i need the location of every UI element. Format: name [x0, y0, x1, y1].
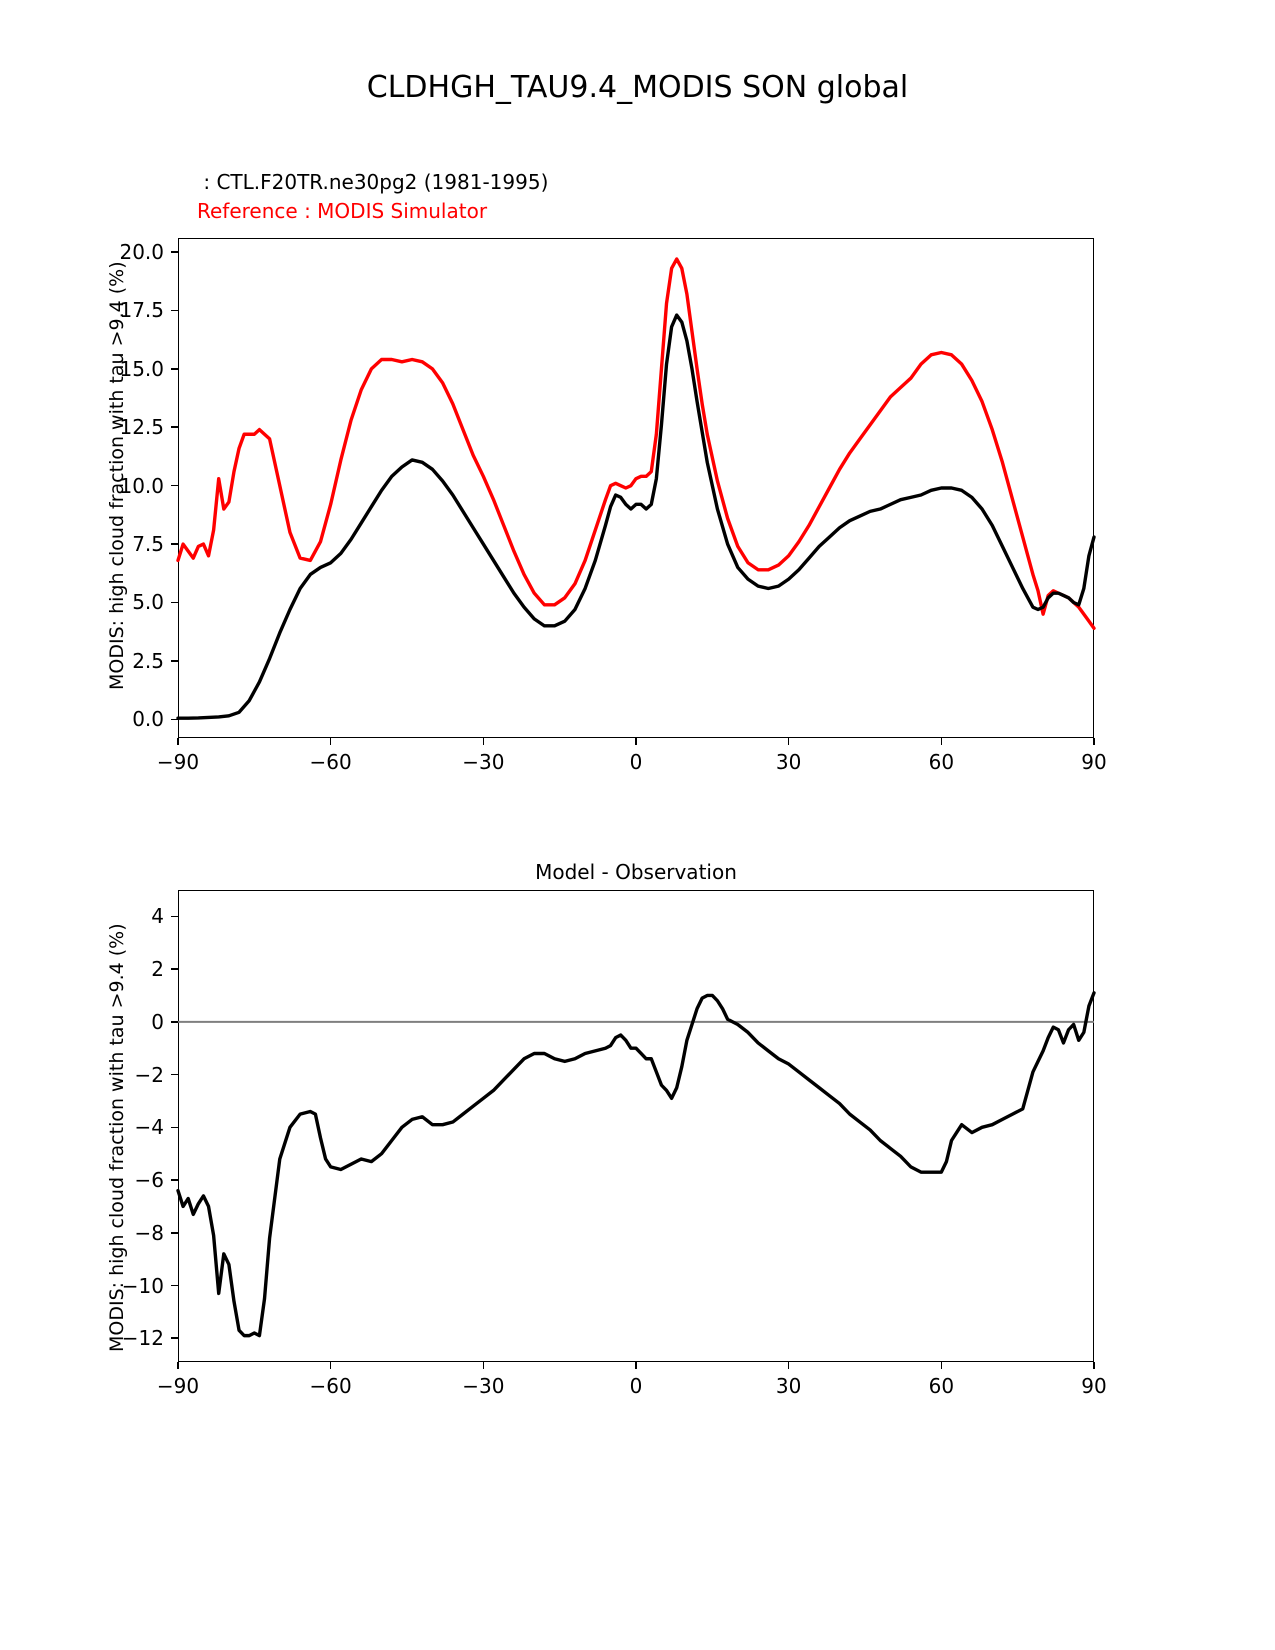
page-title: CLDHGH_TAU9.4_MODIS SON global: [366, 70, 909, 105]
x-tick-mark: [1093, 738, 1095, 745]
y-tick-label: 10.0: [119, 473, 164, 498]
x-tick-label: 90: [1081, 750, 1107, 774]
y-tick-label: 20.0: [119, 240, 164, 265]
y-tick-mark: [171, 915, 178, 918]
y-tick-label: 2.5: [132, 648, 164, 673]
x-tick-mark: [177, 738, 179, 745]
series-line-1: [176, 313, 1096, 720]
x-tick-mark: [482, 738, 485, 745]
x-tick-mark: [482, 1362, 485, 1369]
y-tick-mark: [171, 660, 178, 662]
x-tick-label: −30: [462, 1374, 505, 1398]
y-tick-label: 0.0: [132, 707, 164, 732]
y-tick-label: 2: [151, 957, 164, 982]
x-tick-label: −60: [309, 1374, 352, 1398]
top-series-layer: [176, 257, 1096, 720]
x-tick-mark: [787, 1362, 790, 1369]
y-tick-label: −2: [134, 1062, 164, 1087]
x-tick-label: −90: [156, 750, 200, 774]
y-tick-mark: [171, 1337, 178, 1340]
x-tick-label: 0: [629, 1374, 643, 1398]
y-tick-label: 5.0: [132, 590, 164, 615]
bottom-plot-area: [178, 890, 1094, 1362]
x-tick-label: 90: [1081, 1374, 1107, 1398]
y-tick-mark: [171, 426, 178, 429]
series-line-0: [176, 991, 1096, 1338]
y-tick-label: 12.5: [119, 415, 164, 440]
series-line-0: [176, 257, 1096, 630]
y-tick-label: 17.5: [119, 298, 164, 323]
x-tick-label: 60: [928, 1374, 955, 1398]
y-tick-label: 4: [151, 904, 164, 929]
y-tick-mark: [171, 601, 178, 604]
y-tick-mark: [171, 1284, 178, 1287]
y-tick-label: −10: [121, 1273, 164, 1298]
y-tick-mark: [171, 718, 178, 721]
x-tick-label: 30: [775, 750, 802, 774]
y-tick-mark: [171, 1231, 178, 1234]
y-tick-label: −6: [134, 1168, 164, 1193]
x-tick-mark: [940, 1362, 943, 1369]
x-tick-label: −60: [309, 750, 352, 774]
y-tick-mark: [171, 1126, 178, 1129]
x-tick-mark: [1093, 1362, 1095, 1369]
x-tick-mark: [329, 738, 332, 745]
x-tick-mark: [329, 1362, 332, 1369]
x-tick-label: 60: [928, 750, 955, 774]
y-tick-mark: [171, 309, 178, 312]
y-tick-label: 15.0: [119, 356, 164, 381]
x-tick-label: −30: [462, 750, 505, 774]
x-tick-label: 30: [775, 1374, 802, 1398]
x-tick-label: −90: [156, 1374, 200, 1398]
legend-entry-reference: Reference : MODIS Simulator: [197, 199, 488, 223]
x-tick-mark: [635, 738, 637, 745]
y-tick-mark: [171, 484, 178, 487]
y-tick-label: −12: [121, 1326, 164, 1351]
x-tick-mark: [940, 738, 943, 745]
y-tick-label: 7.5: [132, 532, 164, 557]
y-tick-mark: [171, 368, 178, 370]
x-tick-label: 0: [629, 750, 643, 774]
legend-entry-model: : CTL.F20TR.ne30pg2 (1981-1995): [197, 170, 549, 194]
y-tick-mark: [171, 543, 178, 545]
top-panel: MODIS: high cloud fraction with tau >9.4…: [0, 0, 1275, 800]
y-tick-mark: [171, 968, 178, 970]
legend: : CTL.F20TR.ne30pg2 (1981-1995) Referenc…: [197, 168, 548, 226]
x-tick-mark: [177, 1362, 179, 1369]
x-tick-mark: [787, 738, 790, 745]
bottom-panel-title: Model - Observation: [535, 860, 737, 884]
y-tick-mark: [171, 251, 178, 253]
y-tick-label: −8: [134, 1220, 164, 1245]
x-tick-mark: [635, 1362, 637, 1369]
y-tick-label: 0: [151, 1009, 164, 1034]
y-tick-label: −4: [134, 1115, 164, 1140]
y-tick-mark: [171, 1073, 178, 1076]
y-tick-mark: [171, 1021, 178, 1023]
y-tick-mark: [171, 1179, 178, 1181]
